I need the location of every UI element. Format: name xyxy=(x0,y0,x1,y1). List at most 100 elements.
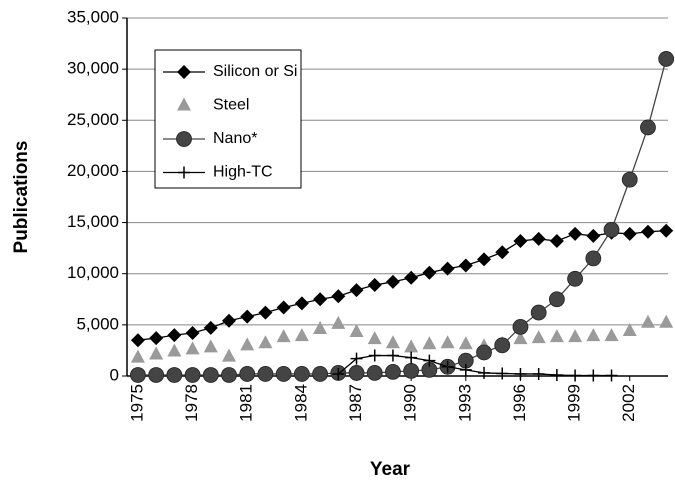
marker xyxy=(367,331,382,345)
marker xyxy=(258,335,273,349)
marker xyxy=(313,292,328,307)
legend-label: Nano* xyxy=(213,130,257,147)
marker xyxy=(423,354,436,367)
marker xyxy=(531,231,546,246)
marker xyxy=(548,291,565,308)
marker xyxy=(222,348,237,362)
marker xyxy=(177,97,191,111)
marker xyxy=(385,364,401,380)
y-tick-label: 10,000 xyxy=(67,263,119,282)
marker xyxy=(257,366,274,382)
marker xyxy=(478,366,491,379)
marker xyxy=(148,367,165,383)
x-tick-label: 2002 xyxy=(619,384,638,422)
marker xyxy=(294,296,309,311)
marker xyxy=(603,221,620,238)
marker xyxy=(514,367,527,380)
marker xyxy=(349,283,364,298)
marker xyxy=(130,349,145,363)
marker xyxy=(621,171,638,188)
marker xyxy=(640,314,655,328)
marker xyxy=(494,337,511,354)
marker xyxy=(405,351,418,364)
marker xyxy=(348,365,365,381)
y-tick-label: 5,000 xyxy=(76,314,119,333)
x-tick-label: 1984 xyxy=(291,384,310,422)
marker xyxy=(258,305,273,320)
marker xyxy=(239,366,256,382)
marker xyxy=(276,300,291,315)
x-tick-label: 1975 xyxy=(127,384,146,422)
marker xyxy=(185,341,200,355)
series-line xyxy=(137,230,667,341)
marker xyxy=(349,324,364,338)
marker xyxy=(549,329,564,343)
marker xyxy=(222,313,237,328)
marker xyxy=(495,245,510,260)
marker xyxy=(513,233,528,248)
marker xyxy=(240,309,255,324)
marker xyxy=(587,369,600,382)
y-tick-label: 0 xyxy=(110,365,119,384)
marker xyxy=(184,367,201,383)
marker xyxy=(166,367,183,383)
marker xyxy=(458,258,473,273)
marker xyxy=(130,367,146,383)
marker xyxy=(312,366,328,382)
marker xyxy=(185,326,200,341)
marker xyxy=(167,343,182,357)
y-tick-label: 30,000 xyxy=(67,59,119,78)
marker xyxy=(167,328,182,343)
marker xyxy=(658,51,675,67)
marker xyxy=(640,224,655,239)
marker xyxy=(331,315,346,329)
marker xyxy=(441,360,454,373)
marker xyxy=(422,265,437,280)
marker xyxy=(550,368,563,381)
marker xyxy=(293,366,310,382)
marker xyxy=(569,369,582,382)
marker xyxy=(313,320,328,334)
marker xyxy=(496,367,509,380)
marker xyxy=(586,228,601,243)
marker xyxy=(331,289,346,304)
marker xyxy=(130,333,145,348)
marker xyxy=(422,336,437,350)
x-tick-label: 1987 xyxy=(346,384,365,422)
marker xyxy=(458,336,473,350)
x-tick-label: 1996 xyxy=(510,384,529,422)
marker xyxy=(294,328,309,342)
marker xyxy=(604,328,619,342)
marker xyxy=(549,233,564,248)
marker xyxy=(367,277,382,292)
x-tick-label: 1981 xyxy=(237,384,256,422)
legend-label: Silicon or Si xyxy=(213,63,297,80)
marker xyxy=(203,339,218,353)
marker xyxy=(512,319,529,335)
x-axis-title: Year xyxy=(370,459,411,480)
marker xyxy=(567,270,584,287)
marker xyxy=(568,226,583,241)
y-tick-label: 20,000 xyxy=(67,161,119,180)
marker xyxy=(403,362,420,379)
marker xyxy=(568,329,583,343)
marker xyxy=(202,367,219,383)
marker xyxy=(275,366,292,382)
legend-label: Steel xyxy=(213,97,249,114)
series-line xyxy=(337,354,612,377)
y-tick-label: 35,000 xyxy=(67,7,119,26)
marker xyxy=(149,331,164,346)
marker xyxy=(531,330,546,344)
x-tick-label: 1999 xyxy=(565,384,584,422)
marker xyxy=(350,352,363,365)
marker xyxy=(459,363,472,376)
marker xyxy=(532,367,545,380)
marker xyxy=(176,131,192,147)
marker xyxy=(149,346,164,360)
marker xyxy=(659,223,674,238)
marker xyxy=(177,65,191,79)
marker xyxy=(476,344,492,361)
marker xyxy=(605,369,618,382)
x-tick-label: 1993 xyxy=(455,384,474,422)
marker xyxy=(332,367,345,380)
